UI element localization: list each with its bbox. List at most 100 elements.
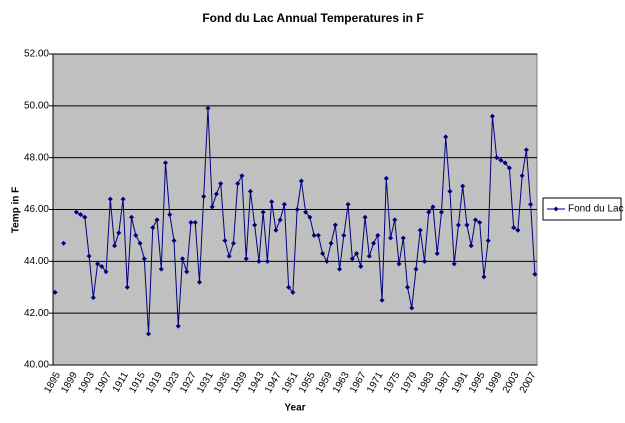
data-point [184,269,190,275]
data-point [307,214,313,220]
data-point [311,232,317,238]
data-point [506,165,512,171]
data-point [303,209,309,215]
data-point [358,264,364,270]
data-point [426,209,432,215]
data-point [52,289,58,295]
data-point [362,214,368,220]
data-point [341,232,347,238]
data-point [120,196,126,202]
data-point [150,225,156,231]
data-point [137,240,143,246]
data-point [99,264,105,270]
data-point [337,266,343,272]
data-point [281,201,287,207]
data-point [413,266,419,272]
data-point [366,253,372,259]
y-tick-label: 52.00 [24,49,49,60]
data-point [230,240,236,246]
data-point [354,251,360,257]
data-point [124,284,130,290]
data-point [277,217,283,223]
data-point [477,219,483,225]
data-point [375,232,381,238]
data-point [141,256,147,262]
data-point [247,188,253,194]
y-tick-label: 40.00 [24,360,49,371]
data-point [222,238,228,244]
data-point [523,147,529,153]
data-point [260,209,266,215]
data-point [167,212,173,218]
data-point [90,295,96,301]
y-tick-label: 50.00 [24,100,49,111]
data-point [511,225,517,231]
data-point [460,183,466,189]
data-point [451,261,457,267]
data-point [417,227,423,233]
x-axis-label: Year [284,403,305,414]
data-point [252,222,258,228]
data-point [447,188,453,194]
data-point [188,219,194,225]
data-point [320,251,326,257]
data-point [481,274,487,280]
data-point [286,284,292,290]
data-point [388,235,394,241]
data-point [528,201,534,207]
data-point [502,160,508,166]
y-axis-label: Temp in F [11,187,22,233]
data-point [82,214,88,220]
y-tick-label: 44.00 [24,256,49,267]
data-point [269,199,275,205]
data-point [86,253,92,259]
data-point [196,279,202,285]
data-point [78,212,84,218]
data-point [73,209,79,215]
data-point [349,256,355,262]
data-point [205,105,211,111]
data-point [129,214,135,220]
data-point [400,235,406,241]
data-point [163,160,169,166]
data-point [243,256,249,262]
data-point [201,194,207,200]
data-point [171,238,177,244]
data-point [498,157,504,163]
data-point [116,230,122,236]
data-point [379,297,385,303]
data-point [328,240,334,246]
data-point [489,113,495,119]
legend-marker [553,206,559,212]
data-point [332,222,338,228]
data-point [345,201,351,207]
data-point [61,240,67,246]
data-point [494,155,500,161]
data-point [443,134,449,140]
data-point [409,305,415,311]
data-point [294,207,300,212]
data-point [103,269,109,275]
data-point [324,258,330,264]
data-point [146,331,152,337]
legend-label: Fond du Lac [568,204,624,215]
legend [542,197,622,221]
data-point [315,232,321,238]
data-point [290,289,296,295]
data-point [468,243,474,249]
data-point [392,217,398,223]
data-point [464,222,470,228]
data-point [264,258,270,264]
data-point [226,253,232,259]
data-point [95,261,101,267]
data-point [235,181,241,187]
data-point [298,178,304,184]
data-point [519,173,525,179]
data-point [158,266,164,272]
data-point [532,271,538,277]
data-point [209,204,215,210]
data-point [485,238,491,244]
data-point [515,227,521,233]
data-point [256,258,262,264]
data-point [239,173,245,179]
